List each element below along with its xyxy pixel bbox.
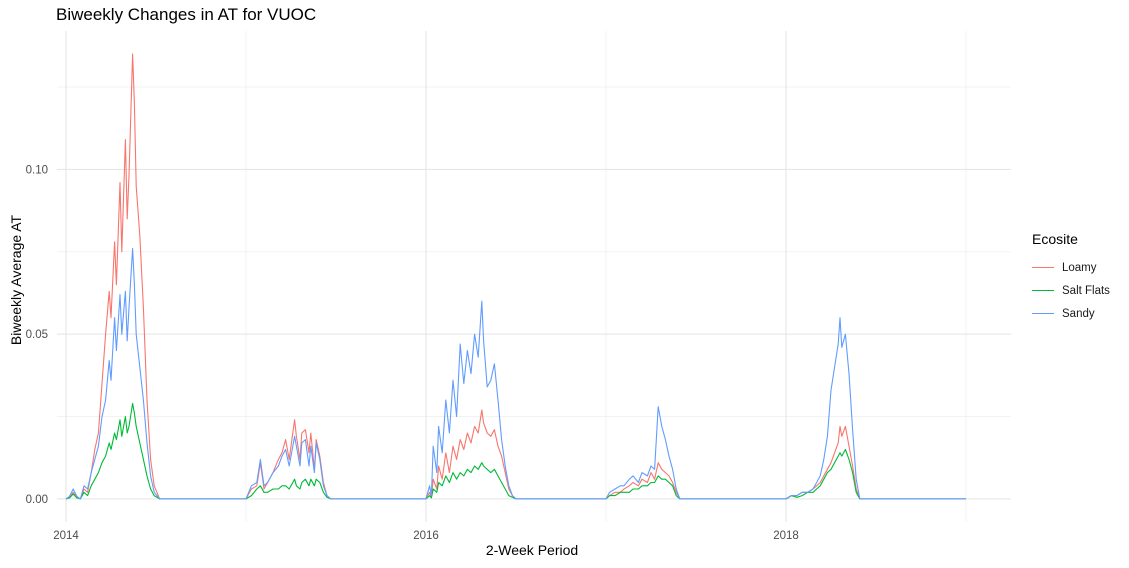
legend-item-salt-flats: Salt Flats (1032, 279, 1110, 302)
y-tick-label: 0.05 (26, 329, 48, 341)
chart-title: Biweekly Changes in AT for VUOC (56, 5, 317, 24)
legend: Ecosite Loamy Salt Flats Sandy (1032, 231, 1110, 325)
y-tick-label: 0.00 (26, 494, 48, 506)
legend-label: Sandy (1062, 307, 1095, 320)
legend-key-loamy (1032, 267, 1054, 268)
legend-key-sandy (1032, 313, 1054, 314)
y-axis-label: Biweekly Average AT (8, 214, 24, 346)
grid-major (57, 31, 1011, 522)
series-line-salt-flats (65, 402, 966, 500)
x-tick-label: 2014 (53, 530, 79, 542)
x-tick-labels: 2014 2016 2018 (53, 530, 799, 542)
legend-key-salt-flats (1032, 290, 1054, 291)
legend-title: Ecosite (1032, 231, 1078, 247)
legend-label: Salt Flats (1062, 284, 1110, 297)
x-tick-label: 2016 (413, 530, 439, 542)
grid-minor (57, 31, 1011, 522)
series-line-loamy (65, 53, 966, 500)
series-line-sandy (65, 247, 966, 500)
y-tick-labels: 0.00 0.05 0.10 (26, 164, 48, 506)
legend-item-loamy: Loamy (1032, 256, 1110, 279)
y-tick-label: 0.10 (26, 164, 48, 176)
x-tick-label: 2018 (773, 530, 799, 542)
legend-label: Loamy (1062, 261, 1097, 274)
series-lines (65, 53, 966, 500)
legend-item-sandy: Sandy (1032, 302, 1110, 325)
